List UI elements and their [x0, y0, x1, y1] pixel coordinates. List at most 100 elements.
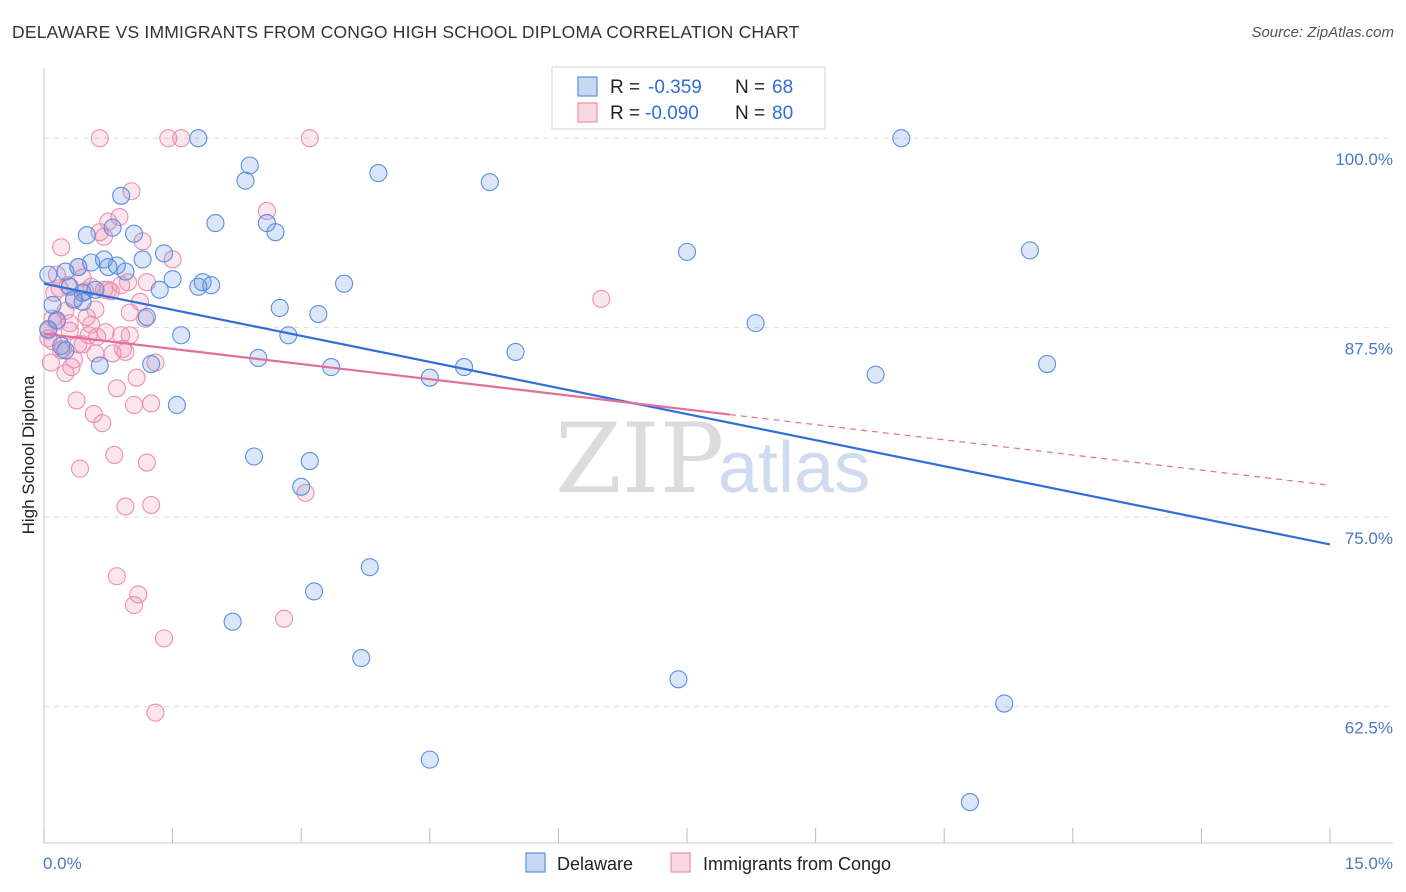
delaware-point: [266, 223, 285, 242]
delaware-point: [352, 649, 371, 668]
congo-point: [142, 495, 161, 515]
legend-r-label-delaware: R =: [610, 77, 640, 98]
x-tick-label-max: 15.0%: [1345, 854, 1393, 873]
delaware-point: [56, 341, 75, 360]
delaware-point: [420, 750, 439, 769]
stats-legend: R = -0.359 N = 68 R = -0.090 N = 80: [551, 66, 826, 130]
congo-point: [73, 335, 92, 354]
legend-r-value-delaware: -0.359: [648, 77, 702, 98]
congo-point: [300, 129, 319, 148]
delaware-point: [124, 224, 144, 243]
congo-point: [41, 353, 60, 372]
delaware-point: [506, 342, 525, 361]
congo-point: [124, 395, 144, 415]
delaware-point: [112, 186, 131, 205]
congo-point: [67, 391, 86, 410]
y-tick-label: 87.5%: [1345, 340, 1393, 359]
axes: [43, 68, 1393, 844]
congo-point: [116, 342, 135, 361]
source-label: Source: ZipAtlas.com: [1251, 24, 1394, 41]
delaware-point: [300, 451, 319, 471]
bottom-legend-swatch-congo: [670, 852, 691, 873]
delaware-point: [480, 173, 499, 192]
series-delaware-points: [39, 129, 1057, 812]
congo-point: [116, 497, 135, 516]
delaware-point: [236, 171, 255, 190]
bottom-legend-swatch-delaware: [525, 852, 546, 873]
delaware-point: [90, 356, 109, 375]
congo-point: [93, 414, 112, 433]
delaware-point: [240, 156, 259, 175]
delaware-point: [305, 582, 324, 601]
congo-point: [90, 129, 109, 148]
delaware-point: [150, 280, 169, 299]
delaware-point: [244, 447, 264, 466]
delaware-point: [746, 314, 765, 333]
congo-point: [52, 238, 71, 257]
delaware-point: [202, 276, 221, 295]
congo-point: [129, 585, 148, 604]
congo-point: [105, 445, 124, 465]
congo-point: [122, 182, 141, 201]
congo-point: [172, 129, 191, 148]
delaware-point: [116, 262, 135, 281]
trend-line-congo: [43, 332, 730, 416]
series-legend: Delaware Immigrants from Congo: [525, 852, 891, 874]
trend-line-delaware: [43, 282, 1331, 546]
congo-point: [154, 629, 174, 648]
congo-point: [110, 207, 129, 227]
delaware-point: [142, 354, 161, 374]
congo-point: [124, 595, 144, 615]
delaware-point: [103, 218, 122, 237]
delaware-point: [960, 793, 979, 812]
watermark-atlas: atlas: [718, 428, 870, 508]
delaware-point: [163, 270, 182, 289]
bottom-legend-label-congo: Immigrants from Congo: [703, 854, 891, 874]
delaware-point: [167, 395, 186, 415]
legend-n-value-congo: 80: [772, 103, 793, 124]
congo-point: [118, 273, 138, 292]
trend-line-congo-extrapolated: [729, 413, 1331, 486]
legend-n-label-congo: N =: [735, 103, 765, 124]
delaware-point: [309, 304, 328, 324]
delaware-point: [1038, 354, 1057, 374]
y-tick-label: 100.0%: [1335, 150, 1393, 169]
congo-point: [70, 459, 90, 478]
legend-swatch-congo: [577, 102, 598, 123]
delaware-point: [292, 477, 311, 496]
y-tick-labels: 62.5% 75.0% 87.5% 100.0%: [1335, 150, 1393, 737]
congo-point: [146, 703, 165, 722]
y-tick-label: 62.5%: [1345, 719, 1393, 738]
congo-point: [60, 321, 79, 340]
delaware-point: [189, 129, 208, 148]
congo-point: [73, 268, 92, 287]
delaware-point: [39, 265, 58, 284]
delaware-point: [335, 274, 354, 293]
delaware-point: [206, 214, 225, 233]
congo-point: [82, 315, 101, 334]
congo-point: [275, 609, 294, 628]
delaware-point: [73, 292, 92, 311]
x-tick-label-min: 0.0%: [43, 854, 82, 873]
legend-n-value-delaware: 68: [772, 77, 793, 98]
legend-r-value-congo: -0.090: [645, 103, 699, 124]
delaware-point: [360, 558, 379, 577]
congo-point: [107, 567, 126, 586]
delaware-point: [223, 612, 242, 631]
delaware-point: [369, 164, 388, 183]
delaware-point: [270, 298, 289, 318]
congo-point: [56, 364, 75, 383]
trend-lines: [43, 282, 1331, 546]
congo-point: [142, 394, 161, 413]
grid: [44, 137, 1393, 708]
congo-point: [107, 379, 126, 398]
congo-point: [592, 289, 611, 308]
delaware-point: [677, 242, 697, 261]
congo-point: [159, 129, 178, 148]
delaware-point: [892, 129, 911, 148]
series-congo-points: [39, 129, 611, 722]
legend-swatch-delaware: [577, 76, 598, 97]
delaware-point: [1020, 241, 1039, 260]
delaware-point: [133, 250, 152, 269]
